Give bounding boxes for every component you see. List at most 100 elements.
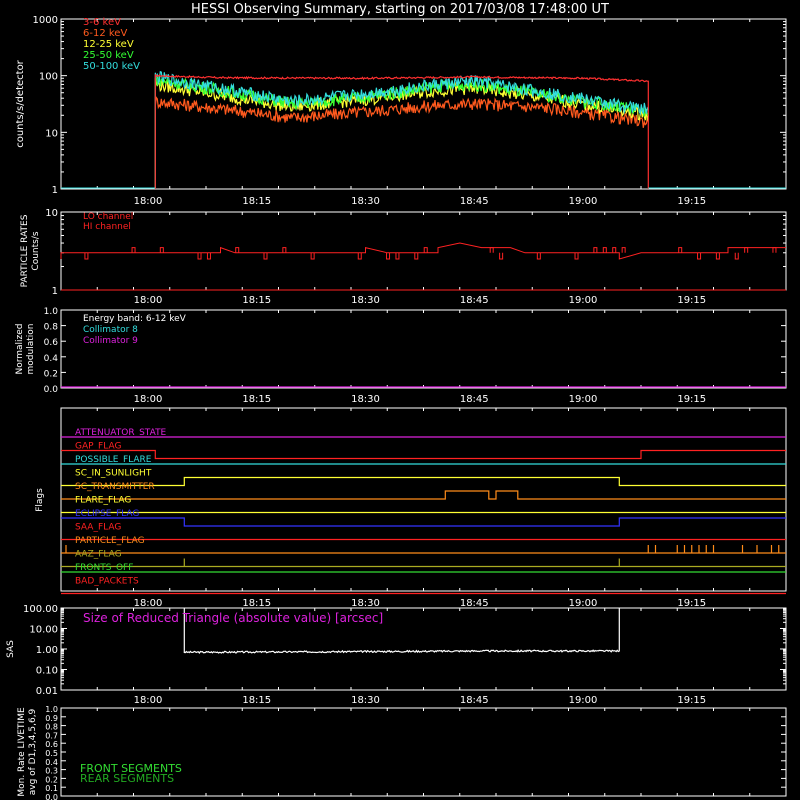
hi-channel-spike (263, 252, 268, 260)
flag-label: ATTENUATOR_STATE (75, 428, 167, 438)
x-tick-label: 18:45 (460, 695, 489, 706)
hi-channel-spike (386, 252, 391, 260)
x-tick-label: 19:15 (677, 695, 706, 706)
x-tick-label: 18:15 (242, 295, 271, 306)
hi-channel-spike (744, 247, 749, 253)
hi-channel-spike (574, 252, 579, 260)
flag-line (61, 517, 786, 527)
x-tick-label: 19:15 (677, 598, 706, 609)
x-tick-label: 19:00 (569, 295, 598, 306)
hi-channel-spike (734, 252, 739, 260)
x-tick-label: 18:00 (134, 598, 163, 609)
y-tick-label: 0.9 (45, 714, 58, 723)
hi-channel-spike (310, 252, 315, 260)
x-tick-label: 18:45 (460, 196, 489, 207)
counts-series-line (154, 74, 649, 189)
legend-3-6: 3-6 keV (83, 17, 121, 28)
flag-label: SC_TRANSMITTER (75, 482, 155, 492)
legend-12-25: 12-25 keV (83, 39, 134, 50)
y-tick-label: 100 (39, 72, 58, 83)
flag-labels: ATTENUATOR_STATE GAP_FLAG POSSIBLE_FLARE SC… (75, 428, 167, 587)
hi-channel-spike (159, 247, 164, 253)
x-tick-label: 18:15 (242, 695, 271, 706)
y-tick-label: 10.00 (29, 625, 58, 636)
y-tick-label: 0.5 (45, 749, 58, 758)
x-tick-label: 19:15 (677, 295, 706, 306)
x-tick-label: 18:30 (351, 295, 380, 306)
particle-ylabel: PARTICLE RATES (20, 214, 30, 287)
hi-channel-spike (414, 252, 419, 260)
flag-label: ECLIPSE_FLAG (75, 509, 139, 519)
y-tick-label: 0.10 (36, 666, 58, 677)
hi-channel-spike (612, 247, 617, 253)
hi-channel-spike (235, 247, 240, 253)
x-tick-label: 18:15 (242, 598, 271, 609)
x-tick-label: 18:00 (134, 295, 163, 306)
flag-label: FRONTS_OFF (75, 563, 133, 573)
y-tick-label: 0.0 (44, 385, 59, 395)
x-tick-label: 19:15 (677, 394, 706, 405)
modulation-ylabel: Normalized (15, 323, 25, 374)
x-tick-label: 19:15 (677, 196, 706, 207)
legend-front-segments: FRONT SEGMENTS (80, 762, 182, 775)
legend-rear-segments: REAR SEGMENTS (80, 772, 174, 785)
hi-channel-spike (621, 247, 626, 253)
flags-ylabel: Flags (35, 488, 45, 512)
x-tick-label: 18:15 (242, 196, 271, 207)
x-tick-label: 18:45 (460, 598, 489, 609)
legend-collimator-9: Collimator 9 (83, 336, 138, 346)
counts-series-line (154, 70, 649, 189)
livetime-ylabel2: avg of D1,3,4,5,6,9 (28, 708, 38, 795)
counts-ylabel: counts/s/detector (15, 59, 26, 147)
flag-line (61, 490, 786, 500)
x-tick-label: 18:30 (351, 196, 380, 207)
hi-channel-spike (197, 252, 202, 260)
x-tick-label: 19:00 (569, 598, 598, 609)
y-tick-label: 0.2 (45, 775, 58, 784)
y-tick-label: 0.7 (45, 731, 58, 740)
hi-channel-spike (84, 252, 89, 260)
y-tick-label: 0.4 (45, 758, 58, 767)
flag-line (61, 558, 786, 568)
hi-channel-spike (489, 247, 494, 253)
y-tick-label: 0.8 (44, 323, 59, 333)
x-tick-label: 19:00 (569, 695, 598, 706)
x-tick-label: 18:30 (351, 598, 380, 609)
y-tick-label: 1 (52, 286, 58, 297)
hi-channel-line (60, 242, 786, 260)
legend-collimator-8: Collimator 8 (83, 325, 138, 335)
y-tick-label: 1.00 (36, 645, 58, 656)
y-tick-label: 10 (45, 208, 58, 219)
x-tick-label: 18:00 (134, 196, 163, 207)
y-tick-label: 0.2 (44, 369, 58, 379)
flag-label: SC_IN_SUNLIGHT (75, 469, 152, 479)
particle-ylabel2: Counts/s (31, 231, 41, 270)
hi-channel-spike (357, 252, 362, 260)
hi-channel-spike (715, 252, 720, 260)
x-tick-label: 18:15 (242, 394, 271, 405)
chart-title: HESSI Observing Summary, starting on 201… (191, 2, 609, 17)
y-tick-label: 0.6 (45, 740, 58, 749)
x-tick-label: 18:30 (351, 695, 380, 706)
livetime-ylabel: Mon. Rate LIVETIME (17, 707, 27, 797)
y-tick-label: 0.3 (45, 767, 58, 776)
y-tick-label: 100.00 (23, 604, 58, 615)
y-tick-label: 1000 (33, 15, 58, 26)
hi-channel-spike (772, 247, 777, 253)
hi-channel-spike (395, 252, 400, 260)
hi-channel-spike (499, 252, 504, 260)
hi-channel-spike (131, 247, 136, 253)
modulation-ylabel2: modulation (26, 324, 36, 375)
plot-layer (60, 70, 786, 654)
flag-label: GAP_FLAG (75, 442, 121, 452)
legend-50-100: 50-100 keV (83, 61, 140, 72)
y-tick-label: 0.6 (44, 338, 59, 348)
y-tick-label: 1.0 (45, 705, 58, 714)
y-tick-label: 0.01 (36, 686, 58, 697)
y-tick-label: 0.4 (44, 354, 59, 364)
hi-channel-spike (602, 247, 607, 253)
y-tick-label: 10 (45, 128, 58, 139)
flag-line (61, 476, 786, 487)
energy-band-annotation: Energy band: 6-12 keV (83, 314, 187, 324)
